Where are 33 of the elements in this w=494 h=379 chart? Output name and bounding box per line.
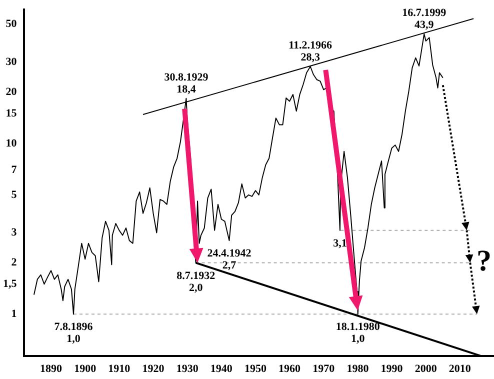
x-tick-label: 1950	[244, 363, 267, 376]
y-tick-label: 5	[11, 188, 18, 201]
y-tick-label: 1	[11, 308, 17, 320]
y-tick-label: 1,5	[3, 278, 18, 290]
x-tick-label: 1970	[312, 363, 336, 376]
y-tick-label: 50	[6, 18, 18, 30]
y-tick-label: 3	[11, 226, 18, 239]
annotation: 18.1.1980 1,0	[336, 321, 380, 346]
x-tick-label: 1920	[142, 363, 165, 376]
y-tick-label: 20	[6, 86, 18, 98]
y-tick-label: 30	[6, 56, 18, 68]
x-tick-label: 1910	[108, 363, 131, 376]
y-tick-label: 2	[11, 256, 18, 269]
x-tick-label: 1900	[74, 363, 97, 376]
x-tick-label: 1990	[380, 363, 404, 376]
x-tick-label: 1980	[346, 363, 370, 376]
y-tick-label: 10	[6, 137, 18, 150]
x-tick-label: 1930	[176, 363, 199, 376]
y-tick-label: 15	[6, 107, 18, 120]
x-tick-label: 2000	[414, 363, 438, 376]
annotation: 16.7.1999 43,9	[402, 6, 447, 31]
x-tick-label: 1940	[210, 363, 233, 376]
annotation: 11.2.1966 28,3	[288, 40, 333, 64]
annotation: 8.7.1932 2,0	[176, 270, 216, 294]
x-tick-label: 1890	[40, 363, 63, 376]
y-tick-label: 7	[11, 164, 18, 176]
annotation: 24.4.1942 2,7	[207, 248, 252, 272]
x-tick-label: 2010	[448, 363, 472, 376]
annotation: ?	[476, 244, 492, 278]
x-tick-label: 1960	[278, 363, 302, 376]
annotation: 7.8.1896 1,0	[54, 321, 94, 346]
annotation: 30.8.1929 18,4	[164, 71, 209, 96]
annotation: 3,1	[333, 237, 347, 250]
